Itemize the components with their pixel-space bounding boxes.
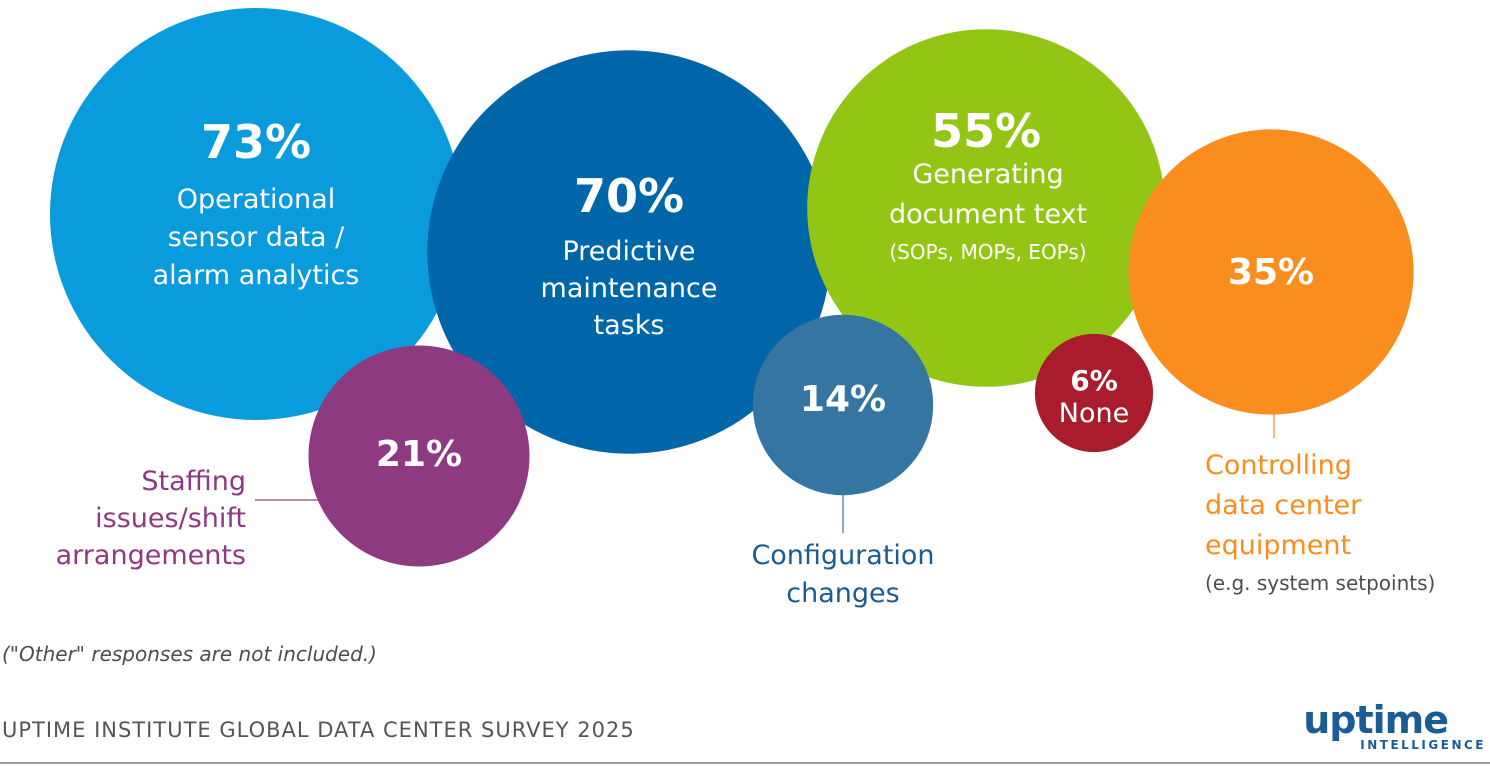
controlling-bubble bbox=[1128, 129, 1414, 415]
configuration-category-label: changes bbox=[786, 578, 899, 609]
configuration-bubble bbox=[752, 314, 934, 496]
logo-word: uptime bbox=[1303, 698, 1449, 742]
none-value-label: 6% bbox=[1070, 364, 1118, 397]
controlling-category-label: equipment bbox=[1205, 530, 1351, 561]
operational-bubble bbox=[50, 8, 462, 420]
footer-divider bbox=[0, 762, 1490, 764]
predictive-category-label: maintenance bbox=[541, 273, 718, 304]
none-bubble bbox=[1034, 333, 1154, 453]
none-category-label: None bbox=[1059, 398, 1129, 429]
staffing-leader-line bbox=[255, 474, 420, 501]
configuration-value-label: 14% bbox=[800, 379, 886, 420]
operational-category-label: sensor data / bbox=[168, 222, 345, 253]
staffing-category-label: issues/shift bbox=[95, 503, 246, 534]
document-category-label: Generating bbox=[912, 159, 1063, 190]
bubble-chart: 73% Operational sensor data / alarm analyti… bbox=[50, 8, 1435, 609]
document-bubble bbox=[807, 29, 1165, 387]
document-value-label: 55% bbox=[931, 104, 1041, 158]
operational-category-label: Operational bbox=[177, 184, 335, 215]
logo-subtitle: INTELLIGENCE bbox=[1360, 738, 1486, 752]
source-caption: UPTIME INSTITUTE GLOBAL DATA CENTER SURV… bbox=[2, 718, 635, 742]
predictive-value-label: 70% bbox=[574, 169, 684, 223]
predictive-category-label: Predictive bbox=[562, 236, 695, 267]
configuration-category-label: Configuration bbox=[751, 540, 934, 571]
predictive-category-label: tasks bbox=[594, 310, 665, 341]
document-category-label: document text bbox=[889, 199, 1087, 230]
uptime-logo: uptime INTELLIGENCE bbox=[1300, 698, 1490, 758]
controlling-category-label: Controlling bbox=[1205, 450, 1352, 481]
footnote: ("Other" responses are not included.) bbox=[2, 642, 377, 666]
predictive-bubble bbox=[427, 50, 831, 454]
staffing-category-label: Staffing bbox=[141, 466, 246, 497]
document-category-note: (SOPs, MOPs, EOPs) bbox=[889, 240, 1086, 264]
operational-category-label: alarm analytics bbox=[153, 260, 360, 291]
operational-value-label: 73% bbox=[201, 115, 311, 169]
staffing-bubble bbox=[308, 345, 530, 567]
controlling-value-label: 35% bbox=[1228, 252, 1314, 293]
controlling-category-label: data center bbox=[1205, 490, 1362, 521]
controlling-category-note: (e.g. system setpoints) bbox=[1205, 571, 1435, 595]
staffing-value-label: 21% bbox=[376, 434, 462, 475]
staffing-category-label: arrangements bbox=[56, 540, 246, 571]
